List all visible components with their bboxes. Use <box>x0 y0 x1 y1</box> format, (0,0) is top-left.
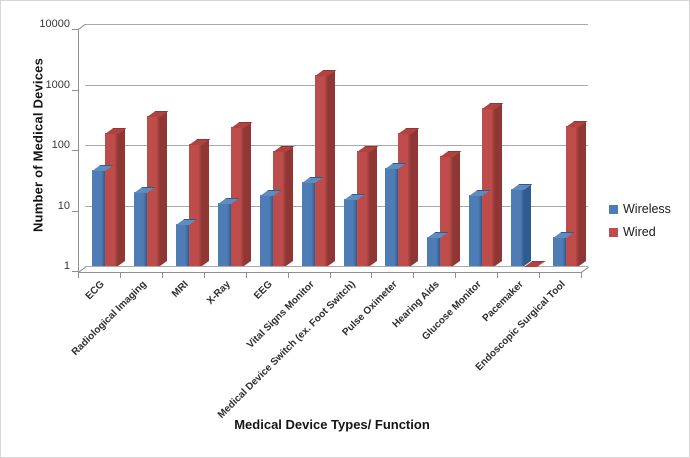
bar-wireless-medical-device-switch-ex-foot-switch <box>343 198 357 266</box>
y-axis-tick <box>72 271 78 272</box>
bar-wired-pulse-oximeter <box>398 132 412 266</box>
bar-wireless-eeg <box>259 194 273 266</box>
gridline <box>85 266 588 267</box>
x-tick-label-mri: MRI <box>169 279 191 300</box>
bar-wireless-endoscopic-surgical-tool <box>553 237 567 266</box>
gridline <box>85 24 588 25</box>
bar-wired-x-ray <box>230 126 244 266</box>
x-axis-tick <box>539 272 541 278</box>
x-axis-tick <box>497 272 499 278</box>
wired-swatch-icon <box>609 227 618 237</box>
y-axis-tick <box>72 29 78 30</box>
x-axis-tick <box>203 272 205 278</box>
x-axis-tick <box>287 272 289 278</box>
x-axis-tick <box>329 272 331 278</box>
bar-side-glucose-monitor <box>495 102 503 266</box>
y-tick-label: 10000 <box>39 18 70 30</box>
legend-item-wireless: Wireless <box>609 202 671 216</box>
bar-wireless-glucose-monitor <box>469 194 483 266</box>
y-axis-tick <box>72 210 78 212</box>
x-axis-tick <box>119 272 121 278</box>
bar-wired-glucose-monitor <box>482 107 496 266</box>
bar-side-hearing-aids <box>453 151 461 266</box>
wireless-swatch-icon <box>609 204 618 214</box>
bar-wired-radiological-imaging <box>146 116 160 266</box>
bar-wired-medical-device-switch-ex-foot-switch <box>356 150 370 266</box>
x-axis-tick <box>245 272 247 278</box>
bar-wireless-x-ray <box>217 202 231 266</box>
x-axis-line <box>78 272 581 273</box>
bar-wireless-mri <box>175 223 189 266</box>
bar-wired-mri <box>188 143 202 266</box>
bar-wireless-hearing-aids <box>427 237 441 266</box>
bar-side-mri <box>201 138 209 266</box>
bar-side-endoscopic-surgical-tool <box>579 120 587 266</box>
top-left-bevel <box>78 24 86 30</box>
gridline <box>85 145 588 146</box>
bar-wireless-ecg <box>92 170 105 266</box>
bar-wireless-vital-signs-monitor <box>301 182 315 266</box>
bar-wired-endoscopic-surgical-tool <box>566 125 580 266</box>
legend-label-wired: Wired <box>623 225 656 239</box>
legend-item-wired: Wired <box>609 225 671 239</box>
bar-wireless-pacemaker <box>511 188 525 266</box>
x-axis-tick <box>161 272 163 278</box>
y-axis-tick <box>72 150 78 151</box>
y-axis-title: Number of Medical Devices <box>30 57 46 233</box>
y-tick-label: 100 <box>51 139 70 151</box>
y-tick-label: 1000 <box>45 78 70 91</box>
x-axis-tick <box>581 272 583 278</box>
bar-side-radiological-imaging <box>159 111 167 266</box>
bar-wired-ecg <box>105 132 118 266</box>
legend-label-wireless: Wireless <box>623 202 671 216</box>
bar-wired-eeg <box>272 150 286 266</box>
bar-side-x-ray <box>243 121 251 266</box>
bar-side-pulse-oximeter <box>411 127 419 266</box>
x-axis-tick <box>371 272 373 278</box>
bar-side-eeg <box>285 145 293 266</box>
bar-side-pacemaker <box>524 183 532 266</box>
x-axis-tick <box>78 272 79 278</box>
bottom-right-bevel <box>581 267 589 273</box>
x-axis-title: Medical Device Types/ Function <box>234 417 430 432</box>
bar-side-ecg <box>118 127 125 266</box>
y-axis-line <box>78 29 79 272</box>
gridline <box>85 84 588 86</box>
y-tick-label: 10 <box>57 199 70 212</box>
bar-side-vital-signs-monitor <box>327 69 335 266</box>
y-axis-tick <box>72 89 78 91</box>
x-axis-tick <box>413 272 415 278</box>
x-axis-tick <box>455 272 457 278</box>
bar-wired-vital-signs-monitor <box>314 74 328 266</box>
y-tick-label: 1 <box>63 260 70 272</box>
bar-side-medical-device-switch-ex-foot-switch <box>369 145 377 266</box>
gridline <box>85 205 588 207</box>
bar-wired-hearing-aids <box>440 156 454 266</box>
bar-wireless-pulse-oximeter <box>385 168 399 266</box>
bar-wireless-radiological-imaging <box>133 191 147 266</box>
legend: Wireless Wired <box>609 202 671 248</box>
